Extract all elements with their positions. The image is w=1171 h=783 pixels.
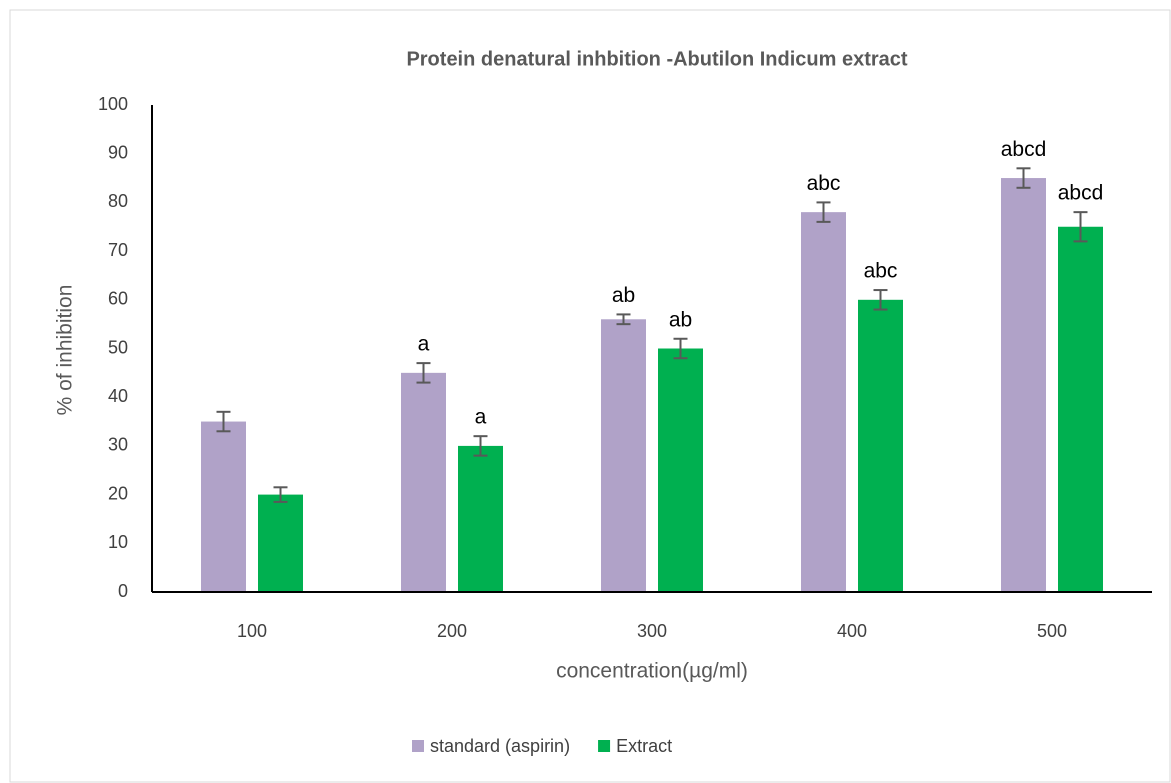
y-tick-label: 0 (118, 581, 128, 601)
data-label: a (475, 406, 487, 429)
bar (1058, 226, 1103, 592)
bar (458, 445, 503, 592)
x-tick-label: 300 (637, 621, 667, 641)
chart-frame (9, 9, 1171, 783)
data-label: abc (807, 172, 841, 195)
data-label: abcd (1058, 182, 1104, 205)
bar (858, 299, 903, 592)
bar (601, 319, 646, 592)
data-label: ab (612, 284, 635, 307)
data-label: abcd (1001, 138, 1047, 161)
y-tick-label: 40 (108, 386, 128, 406)
legend-swatch (412, 740, 424, 752)
error-bar (873, 289, 888, 311)
data-label: a (418, 333, 430, 356)
data-label: abc (864, 260, 898, 283)
x-tick-label: 200 (437, 621, 467, 641)
x-tick-label: 100 (237, 621, 267, 641)
y-tick-label: 100 (98, 94, 128, 114)
x-tick-label: 500 (1037, 621, 1067, 641)
bar (258, 494, 303, 592)
x-tick-label: 400 (837, 621, 867, 641)
y-tick-label: 10 (108, 532, 128, 552)
y-tick-label: 90 (108, 142, 128, 162)
error-bar (1073, 211, 1088, 243)
error-bar (473, 435, 488, 457)
legend-swatch (598, 740, 611, 752)
chart-title: Protein denatural inhbition -Abutilon In… (406, 48, 907, 70)
y-tick-label: 30 (108, 435, 128, 455)
error-bar (816, 201, 831, 223)
bar (658, 348, 703, 592)
y-tick-label: 20 (108, 483, 128, 503)
legend-label: Extract (616, 736, 672, 756)
bar (201, 421, 246, 592)
x-axis-label: concentration(µg/ml) (556, 660, 748, 683)
y-axis-label: % of inhibition (54, 285, 77, 416)
error-bar (673, 337, 688, 360)
error-bar (273, 486, 288, 503)
bar (401, 372, 446, 592)
error-bar (416, 362, 431, 384)
y-tick-label: 60 (108, 289, 128, 309)
error-bar (216, 410, 231, 433)
y-tick-label: 50 (108, 337, 128, 357)
bar (1001, 178, 1046, 593)
y-tick-label: 70 (108, 240, 128, 260)
legend-label: standard (aspirin) (430, 736, 570, 756)
data-label: ab (669, 308, 692, 331)
y-tick-label: 80 (108, 191, 128, 211)
error-bar (1016, 167, 1031, 189)
bar (801, 212, 846, 592)
error-bar (616, 313, 631, 326)
